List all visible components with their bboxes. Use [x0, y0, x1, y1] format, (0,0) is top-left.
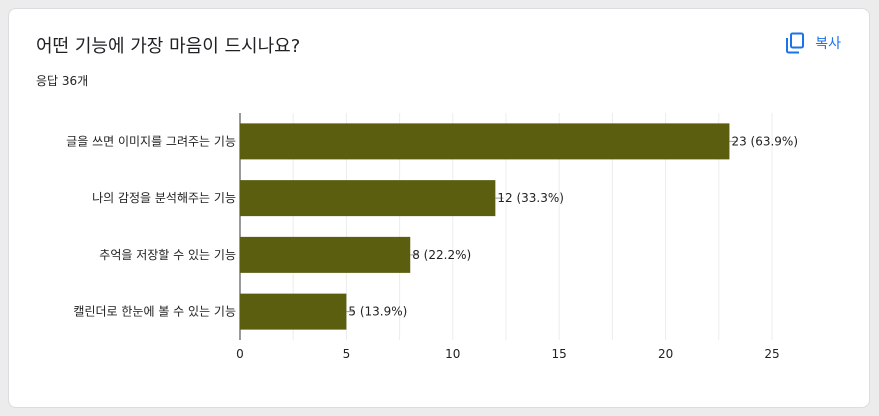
value-label: 23 (63.9%): [731, 134, 798, 148]
category-label: 캘린더로 한눈에 볼 수 있는 기능: [73, 305, 236, 319]
bar: [240, 123, 730, 160]
value-label: 5 (13.9%): [348, 305, 407, 319]
x-tick-label: 15: [552, 347, 567, 361]
value-label: 12 (33.3%): [497, 191, 564, 205]
copy-icon: [785, 32, 805, 54]
x-tick-label: 5: [343, 347, 351, 361]
x-tick-label: 10: [445, 347, 460, 361]
question-title: 어떤 기능에 가장 마음이 드시나요?: [36, 36, 301, 57]
response-count: 응답 36개: [36, 74, 89, 88]
x-tick-label: 0: [236, 347, 244, 361]
value-label: 8 (22.2%): [412, 248, 471, 262]
x-tick-label: 20: [658, 347, 673, 361]
copy-label: 복사: [815, 36, 841, 52]
bar: [240, 293, 347, 330]
category-label: 글을 쓰면 이미지를 그려주는 기능: [66, 134, 236, 148]
copy-button[interactable]: 복사: [785, 29, 841, 57]
category-label: 나의 감정을 분석해주는 기능: [92, 191, 236, 205]
category-label: 추억을 저장할 수 있는 기능: [99, 248, 236, 262]
bar: [240, 180, 496, 217]
x-tick-label: 25: [764, 347, 779, 361]
bar: [240, 236, 411, 273]
